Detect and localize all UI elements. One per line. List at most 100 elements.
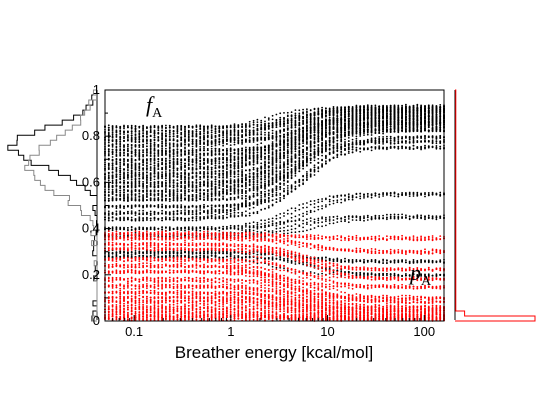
scatter-point <box>184 182 186 185</box>
scatter-point <box>241 147 244 150</box>
scatter-point <box>347 120 350 123</box>
scatter-point <box>229 172 232 175</box>
scatter-point <box>172 159 175 161</box>
scatter-point <box>214 160 217 163</box>
scatter-point <box>187 179 190 181</box>
scatter-point <box>107 148 110 150</box>
scatter-point <box>214 144 217 147</box>
scatter-point <box>134 178 137 181</box>
scatter-point <box>378 117 381 120</box>
scatter-point <box>340 120 343 122</box>
scatter-point <box>191 149 194 152</box>
scatter-point <box>359 108 362 111</box>
scatter-point <box>226 168 228 171</box>
scatter-point <box>127 185 129 188</box>
scatter-point <box>313 138 316 141</box>
scatter-point <box>336 107 339 110</box>
scatter-point <box>298 128 301 131</box>
scatter-point <box>138 177 141 180</box>
scatter-point <box>123 175 125 178</box>
scatter-point <box>153 159 156 161</box>
scatter-point <box>424 119 426 122</box>
scatter-point <box>119 148 122 150</box>
scatter-point <box>306 116 308 119</box>
scatter-point <box>328 119 331 122</box>
scatter-point <box>210 147 213 150</box>
scatter-point <box>210 168 213 171</box>
scatter-point <box>191 125 194 128</box>
scatter-point <box>134 186 137 189</box>
scatter-point <box>279 125 282 128</box>
scatter-point <box>142 125 145 128</box>
scatter-point <box>127 166 129 169</box>
scatter-point <box>123 160 125 163</box>
scatter-point <box>149 152 152 154</box>
scatter-point <box>252 137 255 139</box>
scatter-point <box>218 140 221 143</box>
scatter-point <box>119 167 122 170</box>
scatter-point <box>264 125 266 127</box>
scatter-point <box>107 157 110 160</box>
scatter-point <box>252 159 255 162</box>
scatter-point <box>245 146 247 149</box>
scatter-point <box>427 112 430 114</box>
scatter-point <box>366 111 369 114</box>
scatter-point <box>229 140 232 143</box>
scatter-point <box>153 171 156 173</box>
scatter-point <box>153 185 156 188</box>
scatter-point <box>260 119 263 122</box>
scatter-point <box>260 152 263 155</box>
scatter-point <box>134 171 137 174</box>
scatter-point <box>290 132 293 135</box>
scatter-point <box>161 153 164 156</box>
scatter-point <box>161 185 164 187</box>
scatter-point <box>256 162 259 165</box>
scatter-point <box>306 121 308 124</box>
scatter-point <box>130 138 133 141</box>
scatter-point <box>218 183 221 186</box>
scatter-point <box>168 177 171 179</box>
scatter-point <box>119 175 122 178</box>
scatter-point <box>218 182 221 184</box>
scatter-point <box>405 111 407 114</box>
scatter-point <box>222 173 225 176</box>
scatter-point <box>401 117 403 120</box>
scatter-point <box>256 132 259 134</box>
scatter-point <box>309 116 312 118</box>
scatter-point <box>248 162 251 165</box>
scatter-point <box>138 132 141 134</box>
scatter-point <box>203 132 205 135</box>
scatter-point <box>203 134 205 137</box>
scatter-point <box>290 155 293 158</box>
scatter-point <box>191 151 194 154</box>
scatter-point <box>260 155 263 158</box>
scatter-point <box>275 121 278 124</box>
scatter-point <box>134 152 137 154</box>
scatter-point <box>264 129 266 131</box>
scatter-point <box>245 152 247 154</box>
scatter-point <box>203 149 205 151</box>
scatter-point <box>237 130 240 133</box>
scatter-point <box>256 129 259 132</box>
scatter-point <box>203 153 205 156</box>
scatter-point <box>119 185 122 188</box>
scatter-point <box>172 135 175 138</box>
scatter-point <box>237 134 240 137</box>
scatter-point <box>286 136 289 139</box>
scatter-point <box>275 140 278 142</box>
scatter-point <box>176 161 179 164</box>
scatter-point <box>210 125 213 128</box>
scatter-point <box>248 152 251 155</box>
scatter-point <box>302 122 304 125</box>
scatter-point <box>134 149 137 152</box>
scatter-point <box>294 112 297 115</box>
scatter-point <box>336 111 339 114</box>
scatter-point <box>298 131 301 133</box>
scatter-point <box>161 140 164 143</box>
scatter-point <box>127 137 129 139</box>
scatter-point <box>142 138 145 141</box>
scatter-point <box>123 177 125 180</box>
scatter-point <box>317 112 320 115</box>
scatter-point <box>279 146 282 149</box>
scatter-point <box>119 162 122 164</box>
